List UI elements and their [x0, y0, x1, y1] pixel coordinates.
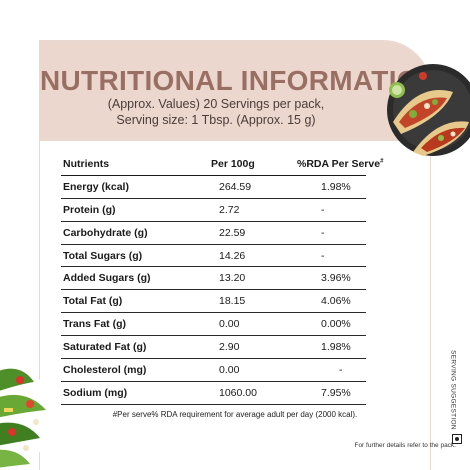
per-100g-value: 18.15 [219, 295, 246, 308]
nutrition-table: Nutrients Per 100g %RDA Per Serve# Energ… [61, 153, 383, 405]
per-100g-value: 0.00 [219, 318, 240, 331]
rda-value: - [339, 363, 343, 376]
rda-value: - [321, 249, 325, 262]
table-row: Trans Fat (g) 0.00 0.00% [61, 313, 366, 337]
table-row: Total Sugars (g) 14.26 - [61, 245, 366, 268]
table-row: Cholesterol (mg) 0.00 - [61, 359, 366, 382]
header-band [40, 41, 430, 141]
rda-value: 7.95% [321, 386, 351, 399]
per-100g-value: 264.59 [219, 180, 252, 193]
rda-value: - [321, 203, 325, 216]
table-row: Energy (kcal) 264.59 1.98% [61, 176, 366, 199]
subtitle-serving-size: Serving size: 1 Tbsp. (Approx. 15 g) [116, 113, 316, 127]
nutrient-name: Added Sugars (g) [63, 272, 151, 285]
taco-plate-image [387, 64, 470, 156]
nutrient-name: Total Sugars (g) [63, 249, 143, 262]
table-row: Total Fat (g) 18.15 4.06% [61, 290, 366, 314]
rda-value: 3.96% [321, 272, 351, 285]
veg-mark-icon [452, 434, 462, 444]
serving-suggestion-label: SERVING SUGGESTION [449, 350, 457, 430]
nutrient-name: Energy (kcal) [63, 180, 129, 193]
salad-image [0, 364, 52, 468]
per-100g-value: 1060.00 [219, 386, 257, 399]
rda-value: 4.06% [321, 295, 351, 308]
per-100g-value: 2.72 [219, 203, 240, 216]
nutrition-card: NUTRITIONAL INFORMATION (Approx. Values)… [39, 40, 431, 470]
nutrient-name: Trans Fat (g) [63, 318, 127, 331]
nutrient-name: Saturated Fat (g) [63, 341, 147, 354]
nutrient-name: Carbohydrate (g) [63, 226, 148, 239]
nutrient-name: Protein (g) [63, 203, 116, 216]
further-details-note: For further details refer to the pack. [354, 442, 456, 449]
table-row: Protein (g) 2.72 - [61, 199, 366, 222]
per-100g-value: 0.00 [219, 363, 240, 376]
rda-value: 0.00% [321, 318, 351, 331]
rda-value: 1.98% [321, 180, 351, 193]
per-100g-value: 22.59 [219, 226, 246, 239]
nutrient-name: Total Fat (g) [63, 295, 123, 308]
rda-value: - [321, 226, 325, 239]
nutrient-name: Cholesterol (mg) [63, 363, 147, 376]
header-rda: %RDA Per Serve# [297, 157, 384, 170]
per-100g-value: 13.20 [219, 272, 246, 285]
rda-value: 1.98% [321, 341, 351, 354]
table-row: Carbohydrate (g) 22.59 - [61, 222, 366, 245]
table-row: Added Sugars (g) 13.20 3.96% [61, 267, 366, 291]
table-row: Saturated Fat (g) 2.90 1.98% [61, 336, 366, 360]
subtitle-servings: (Approx. Values) 20 Servings per pack, [107, 97, 325, 111]
per-100g-value: 2.90 [219, 341, 240, 354]
per-100g-value: 14.26 [219, 249, 246, 262]
header-per-100g: Per 100g [211, 157, 255, 170]
nutrient-name: Sodium (mg) [63, 386, 128, 399]
table-row: Sodium (mg) 1060.00 7.95% [61, 382, 366, 405]
table-header-row: Nutrients Per 100g %RDA Per Serve# [61, 153, 383, 176]
header-nutrients: Nutrients [63, 157, 110, 170]
footnote: #Per serve% RDA requirement for average … [112, 410, 358, 419]
page-title: NUTRITIONAL INFORMATION [40, 65, 431, 96]
